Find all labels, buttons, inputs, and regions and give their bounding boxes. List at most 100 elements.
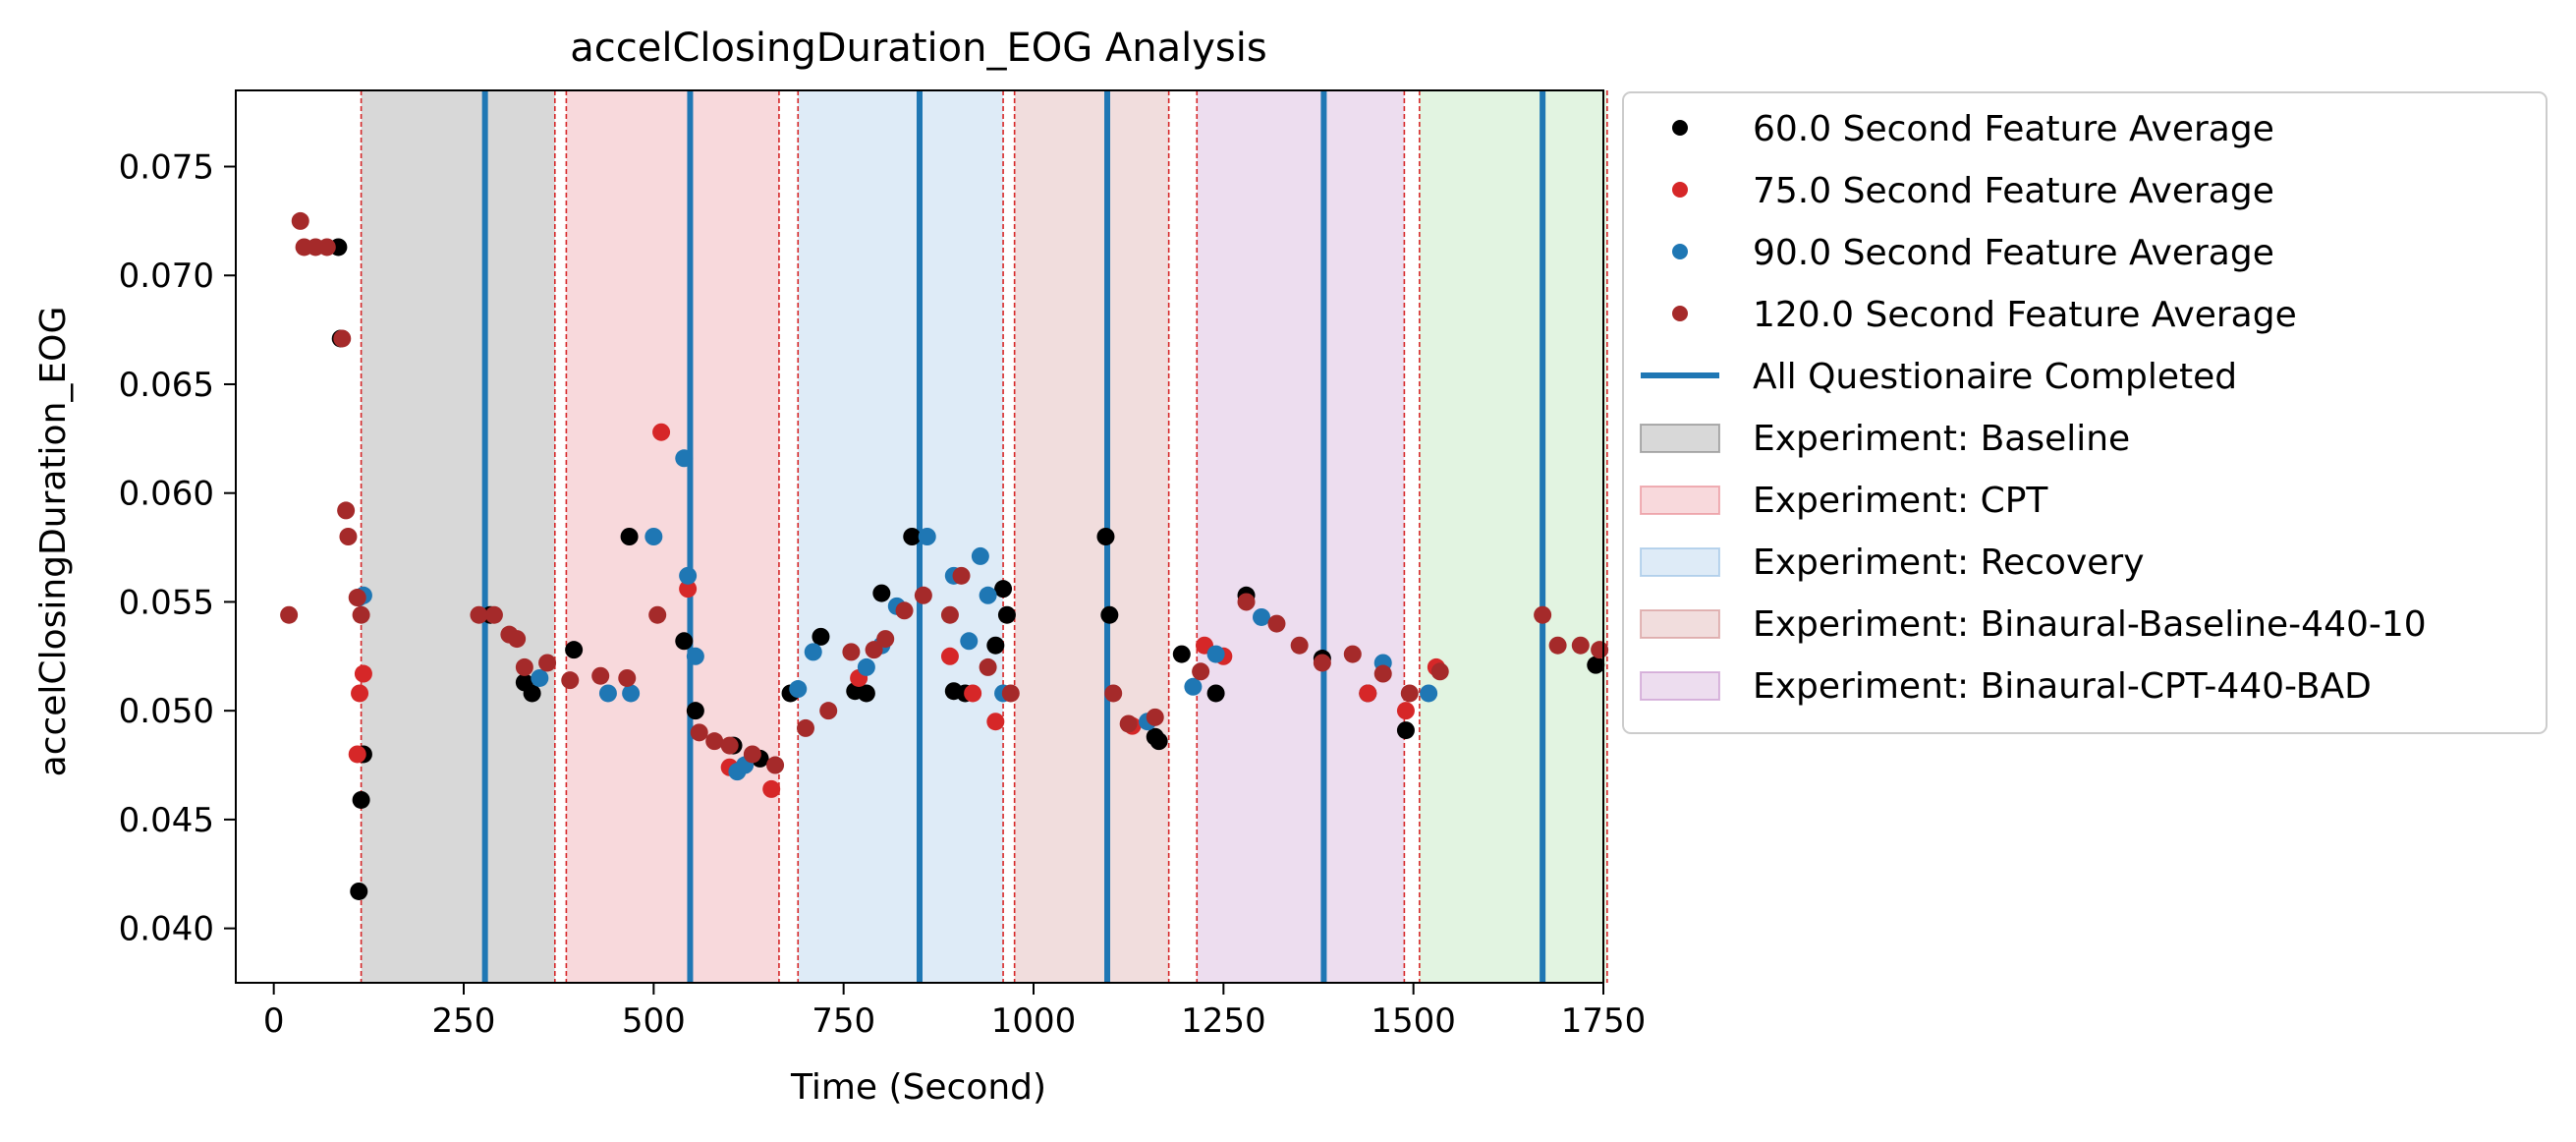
data-point-s3-38 (1146, 708, 1164, 726)
data-point-s1-8 (940, 647, 959, 665)
data-point-s3-11 (484, 605, 503, 624)
phase-region-0 (361, 90, 555, 983)
data-point-s2-6 (675, 449, 694, 468)
plot-frame (235, 89, 1604, 984)
data-point-s0-18 (872, 584, 891, 602)
data-point-s0-10 (675, 632, 694, 651)
data-point-s1-0 (348, 745, 366, 764)
data-point-s0-30 (1206, 684, 1225, 703)
data-point-s3-43 (1313, 654, 1331, 672)
x-tick-label-1: 250 (432, 1001, 496, 1041)
data-point-s3-15 (538, 654, 557, 672)
y-tick-label-2: 0.050 (119, 692, 214, 731)
data-point-s2-27 (1420, 684, 1438, 703)
legend-marker-0 (1672, 120, 1688, 136)
data-point-s1-10 (986, 713, 1005, 731)
y-tick-label-5: 0.065 (119, 366, 214, 405)
data-point-s1-14 (1359, 684, 1377, 703)
y-tick-label-3: 0.055 (119, 583, 214, 622)
data-point-s0-25 (1096, 528, 1115, 545)
data-point-s0-28 (1149, 732, 1168, 751)
data-point-s3-37 (1119, 714, 1138, 733)
legend-patch-8 (1640, 609, 1720, 639)
legend-label-6: Experiment: CPT (1753, 481, 2048, 521)
data-point-s3-31 (914, 586, 932, 604)
data-point-s3-4 (317, 238, 336, 257)
data-point-s3-30 (895, 601, 914, 620)
data-point-s3-20 (690, 723, 708, 742)
data-point-s2-23 (1184, 677, 1203, 696)
data-point-s3-49 (1548, 636, 1567, 655)
data-point-s2-24 (1206, 645, 1225, 663)
data-point-s3-24 (766, 756, 785, 774)
data-point-s3-14 (515, 657, 533, 676)
data-point-s3-19 (648, 605, 667, 624)
data-point-s2-25 (1253, 607, 1270, 626)
data-point-s3-17 (591, 666, 610, 685)
data-point-s2-13 (857, 657, 875, 676)
data-point-s0-35 (1587, 656, 1605, 674)
data-point-s3-50 (1571, 636, 1590, 655)
data-point-s3-28 (865, 641, 883, 659)
data-point-s3-1 (291, 211, 309, 230)
data-point-s2-3 (598, 684, 617, 703)
data-point-s2-7 (679, 566, 698, 585)
data-point-s0-7 (523, 684, 541, 703)
data-point-s0-34 (1396, 721, 1415, 740)
data-point-s3-10 (470, 605, 488, 624)
phase-region-2 (798, 90, 1004, 983)
phase-regions (361, 90, 1607, 983)
legend-label-5: Experiment: Baseline (1753, 419, 2130, 459)
legend: 60.0 Second Feature Average 75.0 Second F… (1622, 91, 2548, 734)
data-point-s3-16 (561, 671, 580, 690)
data-point-s2-20 (979, 586, 997, 604)
legend-patch-9 (1640, 671, 1720, 701)
legend-label-1: 75.0 Second Feature Average (1753, 171, 2274, 211)
y-tick-label-6: 0.070 (119, 257, 214, 296)
data-point-s3-33 (952, 566, 971, 585)
data-point-s3-46 (1400, 684, 1419, 703)
legend-label-3: 120.0 Second Feature Average (1753, 295, 2297, 335)
data-point-s0-22 (986, 636, 1005, 655)
data-point-s3-13 (508, 630, 527, 649)
data-point-s0-3 (352, 790, 370, 809)
x-tick-label-2: 500 (622, 1001, 686, 1041)
data-point-s2-11 (789, 680, 808, 699)
legend-box (1622, 91, 2548, 734)
data-point-s3-8 (348, 589, 366, 607)
y-tick-label-7: 0.075 (119, 148, 214, 188)
legend-marker-3 (1672, 306, 1688, 321)
chart-title: accelClosingDuration_EOG Analysis (570, 26, 1266, 71)
data-point-s3-32 (940, 605, 959, 624)
data-point-s3-7 (339, 528, 358, 545)
data-point-s3-0 (280, 605, 299, 624)
x-axis-label: Time (Second) (790, 1067, 1046, 1108)
data-point-s0-17 (857, 684, 875, 703)
x-tick-label-7: 1750 (1561, 1001, 1647, 1041)
x-tick-label-4: 1000 (991, 1001, 1077, 1041)
data-point-s1-2 (354, 664, 372, 683)
x-tick-label-5: 1250 (1181, 1001, 1266, 1041)
data-point-s2-18 (960, 632, 979, 651)
data-point-s3-35 (1001, 684, 1020, 703)
data-point-s2-5 (644, 528, 663, 545)
data-point-s3-40 (1237, 593, 1256, 611)
legend-patch-6 (1640, 485, 1720, 515)
y-tick-label-4: 0.060 (119, 475, 214, 514)
x-tick-label-3: 750 (812, 1001, 875, 1041)
data-point-s0-23 (994, 580, 1013, 599)
data-point-s3-34 (979, 657, 997, 676)
data-point-s3-25 (797, 718, 814, 737)
data-point-s2-16 (918, 528, 936, 545)
legend-patch-7 (1640, 547, 1720, 577)
data-point-s0-26 (1100, 605, 1119, 624)
data-point-s3-5 (333, 329, 352, 348)
phase-region-3 (1014, 90, 1169, 983)
data-point-s1-9 (964, 684, 982, 703)
data-point-s3-6 (337, 501, 356, 520)
data-point-s2-4 (622, 684, 641, 703)
data-point-s3-36 (1104, 684, 1123, 703)
data-point-s0-2 (350, 882, 368, 900)
phase-region-1 (566, 90, 779, 983)
